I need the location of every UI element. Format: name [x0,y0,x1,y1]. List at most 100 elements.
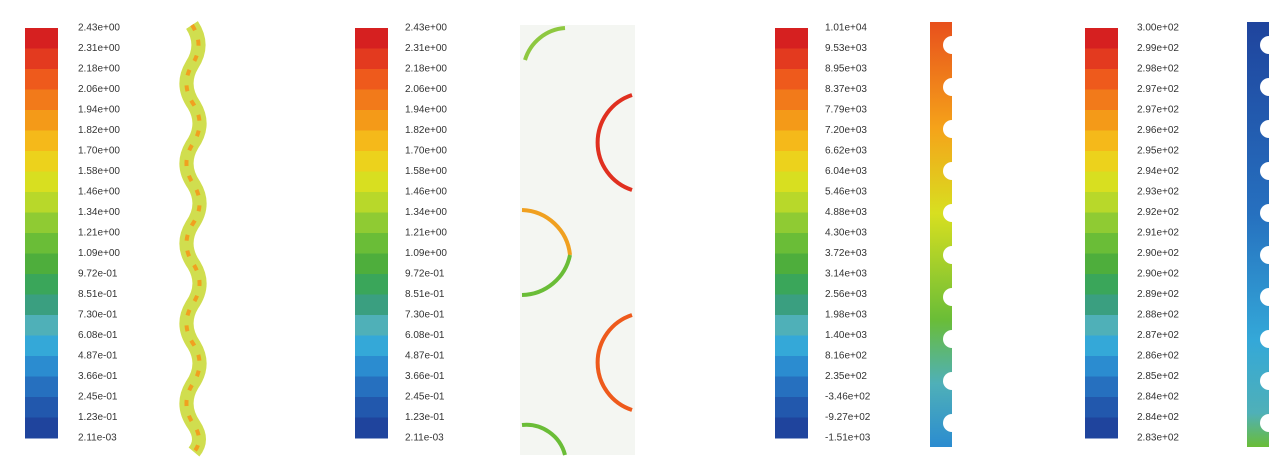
legend-swatch [25,48,58,70]
legend-swatch [775,274,808,295]
color-legend: 2.43e+00 2.31e+00 2.18e+00 2.06e+00 1.94e+00… [25,23,120,444]
legend-label: 2.88e+02 [1137,310,1179,321]
channel-notch [1260,372,1276,390]
legend-swatch [1085,274,1118,295]
legend-label: 2.85e+02 [1137,371,1179,382]
legend-label: 2.84e+02 [1137,412,1179,423]
channel-notch [943,372,961,390]
channel-notch [943,162,961,180]
channel-notch [943,120,961,138]
legend-swatch [775,192,808,213]
legend-swatch [775,315,808,336]
legend-label: 2.56e+03 [825,289,867,300]
channel-notch [1260,78,1276,96]
legend-swatch [25,417,58,439]
legend-label: 2.31e+00 [405,43,447,54]
legend-label: 3.00e+02 [1137,23,1179,34]
legend-swatch [1085,151,1118,172]
legend-label: 3.72e+03 [825,248,867,259]
legend-label: 2.06e+00 [78,84,120,95]
legend-label: 2.92e+02 [1137,207,1179,218]
legend-swatch [1085,356,1118,377]
legend-swatch [355,274,388,295]
legend-swatch [1085,212,1118,234]
legend-swatch [1085,335,1118,357]
legend-label: 1.09e+00 [78,248,120,259]
channel-notch [1260,120,1276,138]
legend-label: 1.94e+00 [78,105,120,116]
legend-swatch [355,417,388,439]
legend-swatch [355,315,388,336]
legend-swatch [355,335,388,357]
legend-swatch [355,69,388,90]
legend-label: 2.90e+02 [1137,269,1179,280]
legend-swatch [775,397,808,418]
legend-label: 9.72e-01 [405,269,445,280]
legend-swatch [1085,315,1118,336]
legend-swatch [25,294,58,316]
legend-swatch [355,376,388,398]
channel-notch [943,414,961,432]
legend-label: 3.66e-01 [78,371,118,382]
legend-label: 2.90e+02 [1137,248,1179,259]
legend-swatch [25,356,58,377]
legend-swatch [355,192,388,213]
legend-swatch [25,192,58,213]
legend-swatch [355,151,388,172]
legend-swatch [775,89,808,111]
legend-label: 2.45e-01 [405,392,445,403]
legend-label: 2.06e+00 [405,84,447,95]
channel-notch [1260,246,1276,264]
legend-swatch [1085,192,1118,213]
legend-label: 2.43e+00 [405,23,447,34]
legend-swatch [25,315,58,336]
legend-swatch [1085,130,1118,152]
legend-swatch [775,212,808,234]
legend-label: 1.09e+00 [405,248,447,259]
channel-notch [1260,162,1276,180]
legend-label: 2.11e-03 [405,433,444,444]
legend-label: 6.08e-01 [405,330,445,341]
legend-swatch [1085,110,1118,131]
legend-label: 1.34e+00 [78,207,120,218]
legend-swatch [25,130,58,152]
channel-notch [1260,414,1276,432]
legend-label: 2.11e-03 [78,433,117,444]
legend-swatch [1085,376,1118,398]
legend-swatch [775,356,808,377]
legend-swatch [1085,417,1118,439]
legend-label: -1.51e+03 [825,433,871,444]
legend-label: 1.82e+00 [78,125,120,136]
legend-label: 2.18e+00 [78,64,120,75]
color-legend: 3.00e+02 2.99e+02 2.98e+02 2.97e+02 2.97e+02… [1085,23,1179,444]
legend-label: 2.87e+02 [1137,330,1179,341]
legend-label: -3.46e+02 [825,392,871,403]
legend-label: 1.82e+00 [405,125,447,136]
legend-swatch [25,151,58,172]
legend-swatch [355,28,388,49]
legend-label: 9.72e-01 [78,269,118,280]
legend-label: 1.70e+00 [405,146,447,157]
legend-label: 2.96e+02 [1137,125,1179,136]
channel-notch [1260,36,1276,54]
legend-label: 8.95e+03 [825,64,867,75]
legend-label: 1.58e+00 [78,166,120,177]
channel-notch [1260,288,1276,306]
legend-swatch [1085,397,1118,418]
legend-swatch [775,69,808,90]
legend-label: 2.91e+02 [1137,228,1179,239]
legend-swatch [775,130,808,152]
legend-label: 1.23e-01 [405,412,445,423]
legend-label: 5.46e+03 [825,187,867,198]
legend-swatch [25,110,58,131]
legend-label: 7.30e-01 [78,310,118,321]
legend-swatch [25,69,58,90]
color-legend: 1.01e+04 9.53e+03 8.95e+03 8.37e+03 7.79e+03… [775,23,871,444]
legend-label: 2.43e+00 [78,23,120,34]
legend-label: 2.89e+02 [1137,289,1179,300]
legend-label: 2.95e+02 [1137,146,1179,157]
legend-label: 7.20e+03 [825,125,867,136]
legend-label: 1.21e+00 [405,228,447,239]
